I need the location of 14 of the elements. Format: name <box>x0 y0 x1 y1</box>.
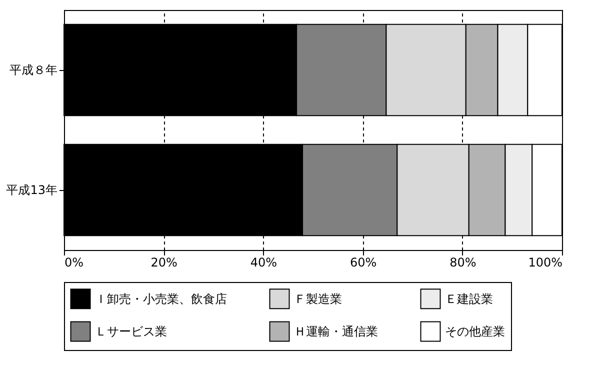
x-tick-label: 100% <box>528 256 562 270</box>
legend-label: その他産業 <box>445 324 505 338</box>
y-tick-label: 平成13年 <box>6 183 58 197</box>
y-tick-label: 平成８年 <box>10 63 58 77</box>
legend-label: Ｈ運輸・通信業 <box>294 324 378 338</box>
x-tick-label: 0% <box>64 256 84 270</box>
legend-label: Ｉ卸売・小売業、飲食店 <box>95 292 227 306</box>
x-tick-label: 20% <box>150 256 178 270</box>
x-tick-label: 60% <box>350 256 377 270</box>
legend-label: Ｅ建設業 <box>445 292 493 306</box>
legend-label: Ｌサービス業 <box>95 324 167 338</box>
legend-label: Ｆ製造業 <box>294 292 342 306</box>
x-tick-label: 80% <box>450 256 476 270</box>
x-tick-label: 40% <box>250 256 278 270</box>
